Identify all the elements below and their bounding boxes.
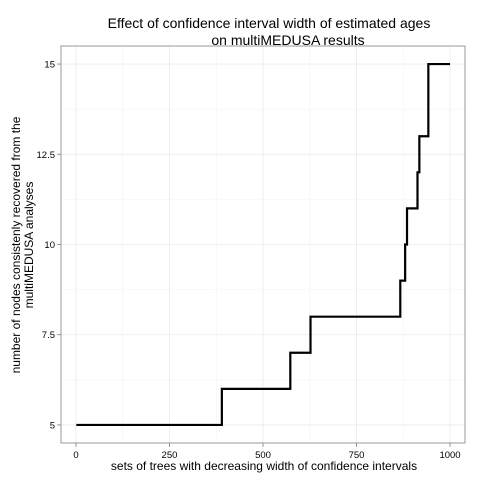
chart-title-line-1: Effect of confidence interval width of e…	[108, 15, 431, 31]
x-tick-label: 250	[162, 450, 178, 461]
y-tick-label: 12.5	[37, 150, 56, 161]
y-axis-title-line-2: multiMEDUSA analyses	[22, 182, 36, 309]
x-tick-label: 1000	[439, 450, 460, 461]
x-tick-label: 750	[349, 450, 365, 461]
y-tick-label: 7.5	[42, 330, 55, 341]
y-tick-label: 15	[44, 60, 55, 71]
chart-title-line-2: on multiMEDUSA results	[211, 32, 364, 48]
y-tick-label: 10	[44, 240, 55, 251]
y-axis-title-line-1: number of nodes consistenly recovered fr…	[9, 116, 23, 373]
x-axis-title: sets of trees with decreasing width of c…	[111, 459, 417, 473]
step-line-series-1	[76, 62, 451, 427]
y-axis-title: number of nodes consistenly recovered fr…	[9, 116, 36, 373]
y-tick-label: 5	[50, 420, 55, 431]
plot-area: 0 250 500 750 1000 5 7.5 10 12.5 15	[37, 45, 466, 461]
x-tick-label: 500	[255, 450, 271, 461]
x-tick-label: 0	[73, 450, 78, 461]
